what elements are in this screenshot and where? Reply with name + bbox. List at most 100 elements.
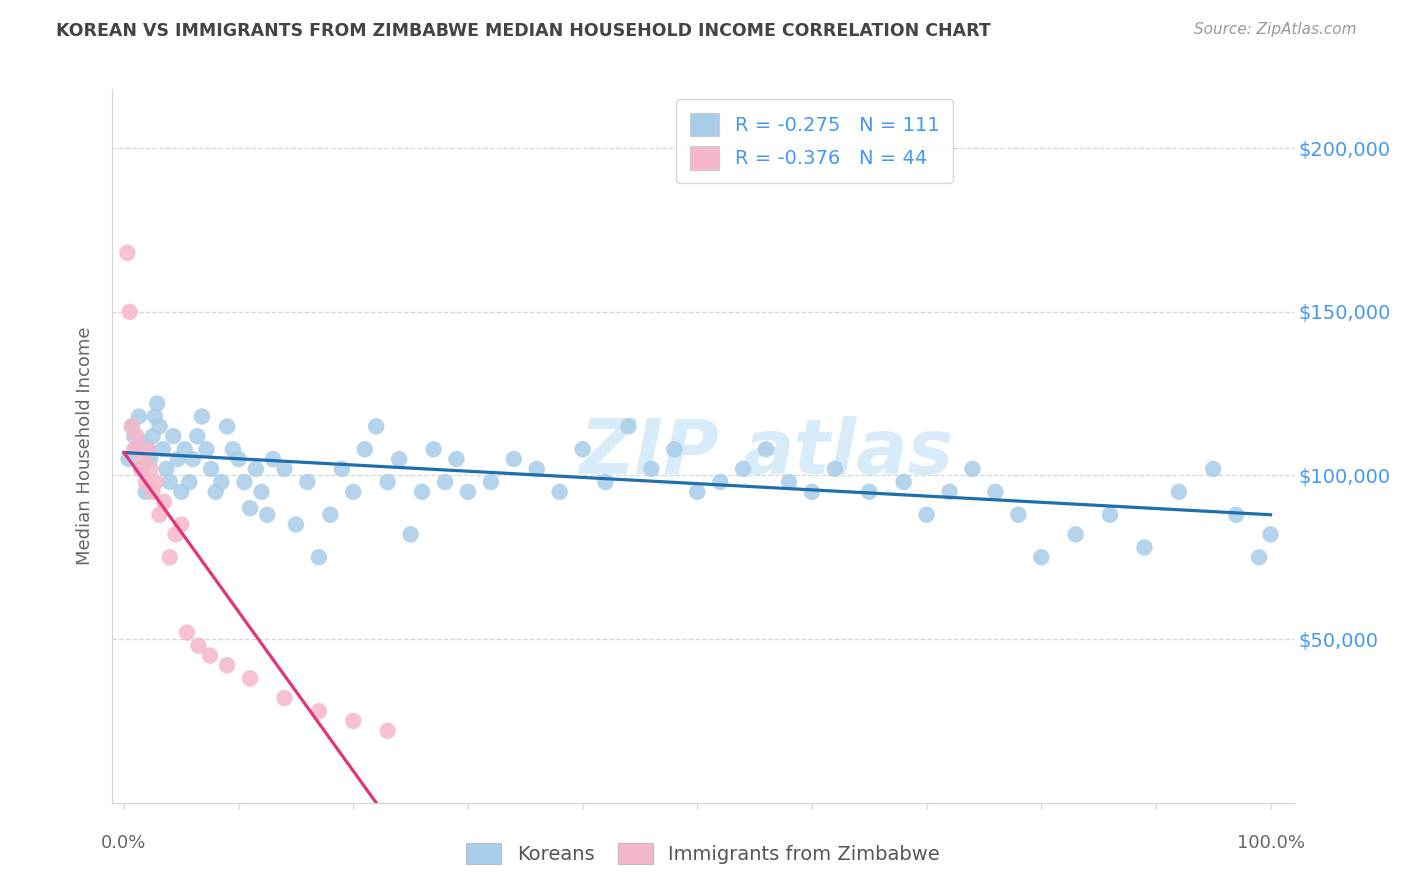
Point <box>245 462 267 476</box>
Point <box>938 484 960 499</box>
Point <box>200 462 222 476</box>
Point <box>342 484 364 499</box>
Point <box>122 429 145 443</box>
Point <box>159 550 181 565</box>
Point <box>129 462 152 476</box>
Point <box>125 442 148 457</box>
Point <box>132 435 155 450</box>
Point <box>179 475 201 489</box>
Point <box>136 442 159 457</box>
Point <box>366 419 388 434</box>
Point <box>858 484 880 499</box>
Point <box>135 475 157 489</box>
Point <box>256 508 278 522</box>
Point <box>239 672 262 686</box>
Point <box>122 442 145 457</box>
Point <box>422 442 444 457</box>
Point <box>239 501 262 516</box>
Point <box>166 452 188 467</box>
Point <box>195 442 218 457</box>
Point <box>330 462 353 476</box>
Point <box>778 475 800 489</box>
Point <box>479 475 502 489</box>
Point <box>548 484 571 499</box>
Legend: Koreans, Immigrants from Zimbabwe: Koreans, Immigrants from Zimbabwe <box>458 835 948 871</box>
Text: atlas: atlas <box>744 416 955 490</box>
Point <box>173 442 195 457</box>
Point <box>233 475 256 489</box>
Point <box>434 475 457 489</box>
Point <box>121 419 143 434</box>
Point <box>217 419 239 434</box>
Point <box>297 475 319 489</box>
Point <box>640 462 662 476</box>
Point <box>250 484 273 499</box>
Point <box>148 419 170 434</box>
Point <box>308 704 330 718</box>
Point <box>1167 484 1189 499</box>
Point <box>915 508 938 522</box>
Point <box>353 442 375 457</box>
Point <box>170 517 193 532</box>
Point <box>228 452 250 467</box>
Point <box>143 409 166 424</box>
Text: ZIP: ZIP <box>581 416 720 490</box>
Point <box>204 484 226 499</box>
Point <box>198 648 221 663</box>
Point <box>222 442 245 457</box>
Point <box>117 245 139 260</box>
Point <box>148 508 170 522</box>
Point <box>155 462 177 476</box>
Point <box>571 442 593 457</box>
Point <box>1064 527 1087 541</box>
Point <box>284 517 307 532</box>
Point <box>170 484 193 499</box>
Point <box>152 442 174 457</box>
Point <box>388 452 411 467</box>
Point <box>146 396 169 410</box>
Point <box>165 527 187 541</box>
Legend: R = -0.275   N = 111, R = -0.376   N = 44: R = -0.275 N = 111, R = -0.376 N = 44 <box>676 99 953 184</box>
Point <box>217 658 239 673</box>
Point <box>209 475 232 489</box>
Point <box>1133 541 1156 555</box>
Point <box>135 484 157 499</box>
Text: KOREAN VS IMMIGRANTS FROM ZIMBABWE MEDIAN HOUSEHOLD INCOME CORRELATION CHART: KOREAN VS IMMIGRANTS FROM ZIMBABWE MEDIA… <box>56 22 991 40</box>
Point <box>1249 550 1271 565</box>
Point <box>153 494 176 508</box>
Point <box>399 527 422 541</box>
Point <box>755 442 778 457</box>
Point <box>342 714 364 728</box>
Point <box>128 409 150 424</box>
Point <box>411 484 433 499</box>
Point <box>686 484 709 499</box>
Point <box>128 442 150 457</box>
Point <box>145 475 167 489</box>
Y-axis label: Median Household Income: Median Household Income <box>76 326 94 566</box>
Point <box>984 484 1007 499</box>
Point <box>893 475 915 489</box>
Point <box>526 462 548 476</box>
Point <box>446 452 468 467</box>
Point <box>800 484 823 499</box>
Point <box>1099 508 1122 522</box>
Point <box>191 409 214 424</box>
Text: 0.0%: 0.0% <box>101 834 146 852</box>
Point <box>125 429 148 443</box>
Point <box>142 484 165 499</box>
Point <box>139 452 162 467</box>
Point <box>709 475 731 489</box>
Point <box>617 419 640 434</box>
Point <box>1260 527 1282 541</box>
Point <box>118 305 141 319</box>
Text: Source: ZipAtlas.com: Source: ZipAtlas.com <box>1194 22 1357 37</box>
Point <box>181 452 204 467</box>
Point <box>377 475 399 489</box>
Point <box>117 452 139 467</box>
Point <box>1202 462 1225 476</box>
Point <box>595 475 617 489</box>
Text: 100.0%: 100.0% <box>1237 834 1305 852</box>
Point <box>121 419 143 434</box>
Point <box>824 462 846 476</box>
Point <box>187 639 209 653</box>
